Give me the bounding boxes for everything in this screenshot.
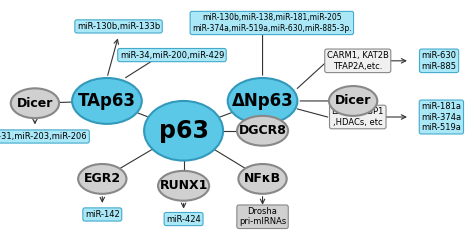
Ellipse shape [144,101,223,161]
Text: EZH2,CTBP1
,HDACs, etc: EZH2,CTBP1 ,HDACs, etc [332,107,384,127]
Ellipse shape [228,78,297,124]
Text: miR-130b,miR-133b: miR-130b,miR-133b [77,22,160,31]
Text: ΔNp63: ΔNp63 [232,92,293,110]
Text: miR-142: miR-142 [85,210,119,219]
Text: NFκB: NFκB [244,172,281,185]
Text: Drosha
pri-mIRNAs: Drosha pri-mIRNAs [239,207,286,227]
Text: TAp63: TAp63 [78,92,136,110]
Ellipse shape [237,116,288,146]
Ellipse shape [238,164,287,194]
Text: RUNX1: RUNX1 [159,179,208,192]
Text: miR-424: miR-424 [166,215,201,223]
Text: Dicer: Dicer [335,95,371,107]
Text: miR-31,miR-203,miR-206: miR-31,miR-203,miR-206 [0,132,87,141]
Ellipse shape [72,78,142,124]
Text: DGCR8: DGCR8 [238,124,286,137]
Ellipse shape [329,86,377,116]
Text: miR-181a
miR-374a
miR-519a: miR-181a miR-374a miR-519a [421,102,462,132]
Text: miR-130b,miR-138,miR-181,miR-205
miR-374a,miR-519a,miR-630,miR-885-3p.: miR-130b,miR-138,miR-181,miR-205 miR-374… [192,13,352,33]
Text: miR-34,miR-200,miR-429: miR-34,miR-200,miR-429 [120,51,224,60]
Text: Dicer: Dicer [17,97,53,110]
Ellipse shape [11,88,59,118]
Ellipse shape [158,171,209,201]
Text: miR-630
miR-885: miR-630 miR-885 [421,51,456,70]
Text: EGR2: EGR2 [84,172,121,185]
Text: CARM1, KAT2B
TFAP2A,etc.: CARM1, KAT2B TFAP2A,etc. [327,51,389,70]
Ellipse shape [78,164,127,194]
Text: p63: p63 [159,119,209,143]
